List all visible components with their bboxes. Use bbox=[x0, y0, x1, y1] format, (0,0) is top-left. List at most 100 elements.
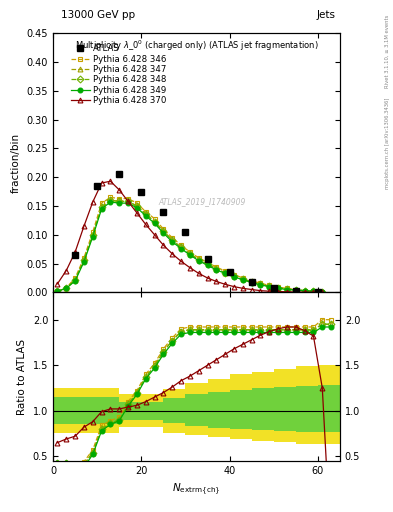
Pythia 6.428 347 bbox=[152, 219, 157, 225]
Pythia 6.428 348 bbox=[108, 197, 113, 203]
Pythia 6.428 347 bbox=[196, 257, 201, 263]
Pythia 6.428 348 bbox=[196, 257, 201, 263]
Pythia 6.428 349 bbox=[267, 284, 272, 290]
Pythia 6.428 348 bbox=[170, 237, 174, 243]
Pythia 6.428 348 bbox=[223, 270, 228, 276]
Pythia 6.428 347 bbox=[223, 270, 228, 276]
Pythia 6.428 348 bbox=[55, 288, 60, 294]
Pythia 6.428 347 bbox=[64, 285, 69, 291]
Pythia 6.428 348 bbox=[73, 276, 77, 283]
Pythia 6.428 370 bbox=[320, 289, 325, 295]
Pythia 6.428 370 bbox=[170, 251, 174, 257]
Pythia 6.428 346 bbox=[231, 271, 236, 278]
Pythia 6.428 370 bbox=[276, 288, 281, 294]
Pythia 6.428 347 bbox=[82, 257, 86, 263]
Pythia 6.428 348 bbox=[276, 285, 281, 291]
Pythia 6.428 346 bbox=[126, 196, 130, 202]
ATLAS bbox=[117, 172, 121, 178]
Legend: ATLAS, Pythia 6.428 346, Pythia 6.428 347, Pythia 6.428 348, Pythia 6.428 349, P: ATLAS, Pythia 6.428 346, Pythia 6.428 34… bbox=[69, 43, 168, 106]
Pythia 6.428 349 bbox=[73, 278, 77, 284]
Pythia 6.428 349 bbox=[205, 262, 210, 268]
Pythia 6.428 347 bbox=[276, 285, 281, 291]
Pythia 6.428 348 bbox=[152, 219, 157, 225]
Pythia 6.428 349 bbox=[320, 289, 325, 295]
Text: 13000 GeV pp: 13000 GeV pp bbox=[61, 10, 135, 20]
Pythia 6.428 347 bbox=[143, 211, 148, 217]
Pythia 6.428 348 bbox=[99, 204, 104, 210]
Pythia 6.428 370 bbox=[223, 281, 228, 287]
Pythia 6.428 349 bbox=[196, 258, 201, 264]
ATLAS bbox=[139, 188, 144, 195]
Pythia 6.428 370 bbox=[134, 210, 139, 216]
Pythia 6.428 347 bbox=[90, 232, 95, 238]
Pythia 6.428 346 bbox=[214, 264, 219, 270]
Pythia 6.428 348 bbox=[126, 198, 130, 204]
Pythia 6.428 349 bbox=[223, 270, 228, 276]
Pythia 6.428 346 bbox=[170, 234, 174, 241]
Pythia 6.428 347 bbox=[214, 266, 219, 272]
ATLAS bbox=[73, 252, 77, 258]
Pythia 6.428 348 bbox=[302, 288, 307, 294]
Pythia 6.428 349 bbox=[143, 212, 148, 219]
Pythia 6.428 347 bbox=[126, 198, 130, 204]
Pythia 6.428 370 bbox=[205, 275, 210, 281]
Pythia 6.428 348 bbox=[64, 285, 69, 291]
ATLAS bbox=[294, 288, 298, 294]
Pythia 6.428 346 bbox=[320, 289, 325, 295]
Pythia 6.428 348 bbox=[82, 257, 86, 263]
Pythia 6.428 370 bbox=[311, 289, 316, 295]
Pythia 6.428 349 bbox=[214, 267, 219, 273]
Pythia 6.428 349 bbox=[302, 288, 307, 294]
Pythia 6.428 346 bbox=[285, 285, 289, 291]
Pythia 6.428 349 bbox=[258, 282, 263, 288]
Pythia 6.428 370 bbox=[90, 199, 95, 205]
Pythia 6.428 346 bbox=[311, 288, 316, 294]
Line: ATLAS: ATLAS bbox=[72, 171, 321, 295]
Pythia 6.428 349 bbox=[55, 288, 60, 294]
Line: Pythia 6.428 348: Pythia 6.428 348 bbox=[55, 198, 325, 294]
ATLAS bbox=[95, 183, 99, 189]
Pythia 6.428 347 bbox=[249, 279, 254, 285]
Pythia 6.428 348 bbox=[205, 261, 210, 267]
Pythia 6.428 346 bbox=[90, 229, 95, 235]
Pythia 6.428 370 bbox=[126, 198, 130, 204]
Pythia 6.428 349 bbox=[152, 220, 157, 226]
Pythia 6.428 347 bbox=[320, 289, 325, 295]
Pythia 6.428 347 bbox=[302, 288, 307, 294]
Pythia 6.428 348 bbox=[249, 279, 254, 285]
Pythia 6.428 349 bbox=[276, 285, 281, 291]
Pythia 6.428 370 bbox=[161, 242, 166, 248]
Pythia 6.428 370 bbox=[187, 265, 192, 271]
Pythia 6.428 347 bbox=[267, 283, 272, 289]
Pythia 6.428 347 bbox=[179, 244, 184, 250]
Pythia 6.428 349 bbox=[241, 276, 245, 283]
Pythia 6.428 346 bbox=[152, 216, 157, 222]
Pythia 6.428 370 bbox=[196, 270, 201, 276]
Pythia 6.428 346 bbox=[161, 226, 166, 232]
Pythia 6.428 348 bbox=[320, 289, 325, 295]
Pythia 6.428 349 bbox=[90, 233, 95, 240]
Y-axis label: Ratio to ATLAS: Ratio to ATLAS bbox=[17, 338, 27, 415]
Pythia 6.428 346 bbox=[294, 286, 298, 292]
Pythia 6.428 346 bbox=[117, 196, 121, 202]
Pythia 6.428 349 bbox=[179, 246, 184, 252]
Pythia 6.428 348 bbox=[134, 203, 139, 209]
Pythia 6.428 346 bbox=[82, 255, 86, 261]
Text: Rivet 3.1.10, ≥ 3.1M events: Rivet 3.1.10, ≥ 3.1M events bbox=[385, 14, 390, 88]
Pythia 6.428 346 bbox=[143, 209, 148, 215]
Text: mcplots.cern.ch [arXiv:1306.3436]: mcplots.cern.ch [arXiv:1306.3436] bbox=[385, 98, 390, 189]
Y-axis label: fraction/bin: fraction/bin bbox=[11, 133, 21, 193]
Line: Pythia 6.428 347: Pythia 6.428 347 bbox=[55, 198, 325, 294]
Pythia 6.428 370 bbox=[117, 187, 121, 193]
Pythia 6.428 349 bbox=[82, 259, 86, 265]
Pythia 6.428 370 bbox=[241, 285, 245, 291]
Pythia 6.428 348 bbox=[179, 244, 184, 250]
Pythia 6.428 349 bbox=[231, 274, 236, 280]
Pythia 6.428 346 bbox=[223, 268, 228, 274]
Pythia 6.428 348 bbox=[311, 288, 316, 294]
Pythia 6.428 346 bbox=[187, 249, 192, 255]
Pythia 6.428 347 bbox=[285, 286, 289, 292]
Pythia 6.428 349 bbox=[108, 199, 113, 205]
Pythia 6.428 346 bbox=[249, 278, 254, 284]
ATLAS bbox=[249, 279, 254, 285]
